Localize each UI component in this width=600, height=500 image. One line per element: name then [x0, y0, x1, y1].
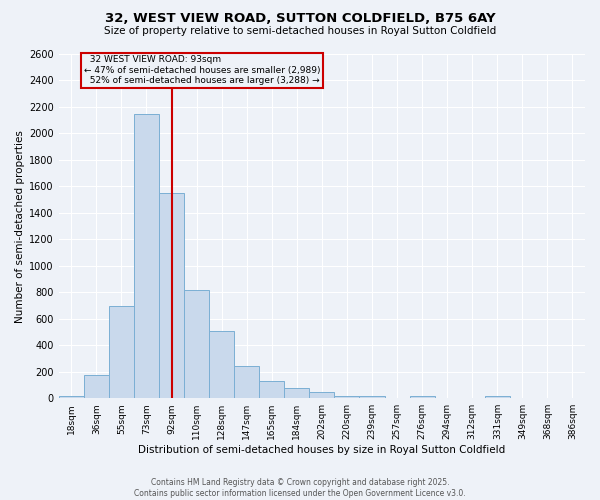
- Text: 32, WEST VIEW ROAD, SUTTON COLDFIELD, B75 6AY: 32, WEST VIEW ROAD, SUTTON COLDFIELD, B7…: [104, 12, 496, 26]
- Bar: [84, 375, 109, 398]
- Bar: [284, 388, 310, 398]
- Text: Contains HM Land Registry data © Crown copyright and database right 2025.
Contai: Contains HM Land Registry data © Crown c…: [134, 478, 466, 498]
- Bar: [334, 396, 359, 398]
- Text: 32 WEST VIEW ROAD: 93sqm
← 47% of semi-detached houses are smaller (2,989)
  52%: 32 WEST VIEW ROAD: 93sqm ← 47% of semi-d…: [84, 56, 320, 85]
- Bar: [209, 330, 234, 398]
- Y-axis label: Number of semi-detached properties: Number of semi-detached properties: [15, 130, 25, 322]
- Bar: [259, 381, 284, 398]
- Bar: [234, 366, 259, 398]
- Bar: [310, 392, 334, 398]
- Bar: [109, 306, 134, 398]
- Bar: [410, 396, 434, 398]
- X-axis label: Distribution of semi-detached houses by size in Royal Sutton Coldfield: Distribution of semi-detached houses by …: [138, 445, 506, 455]
- Bar: [359, 396, 385, 398]
- Bar: [59, 396, 84, 398]
- Bar: [134, 114, 159, 398]
- Text: Size of property relative to semi-detached houses in Royal Sutton Coldfield: Size of property relative to semi-detach…: [104, 26, 496, 36]
- Bar: [485, 396, 510, 398]
- Bar: [184, 290, 209, 398]
- Bar: [159, 193, 184, 398]
